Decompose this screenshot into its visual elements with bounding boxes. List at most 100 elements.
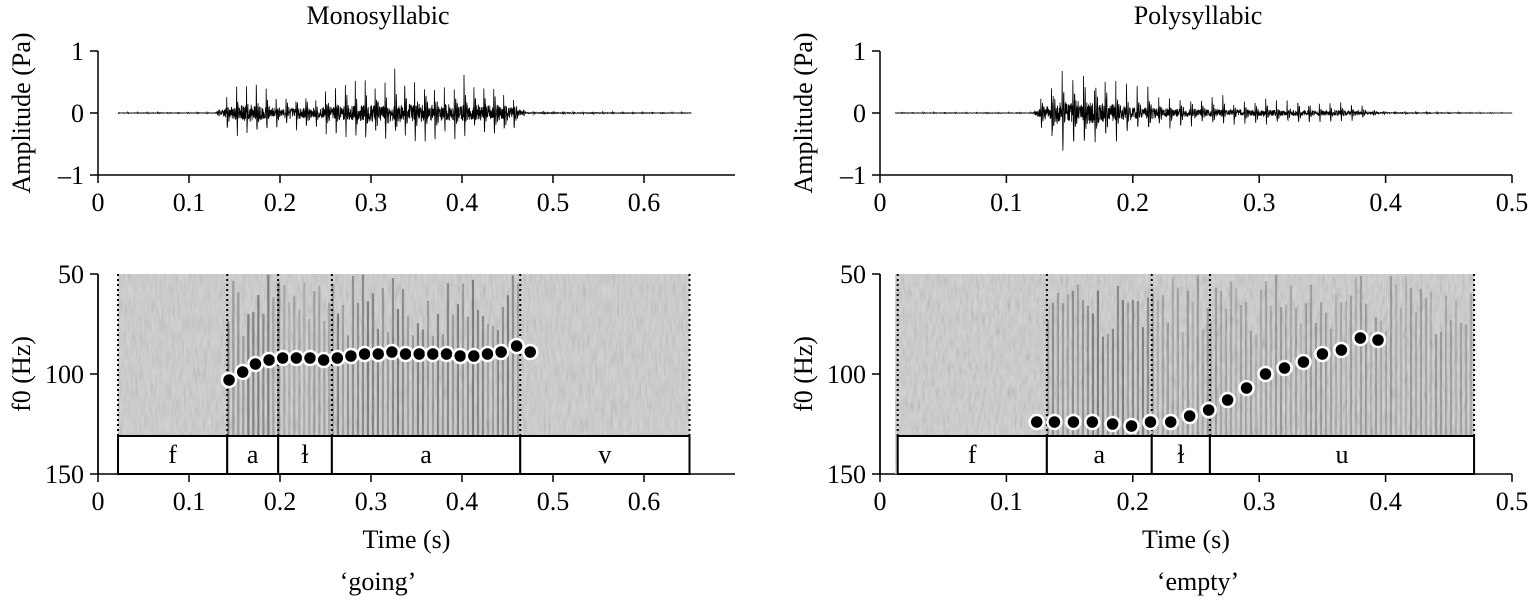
f0-point: [1276, 359, 1293, 377]
x-tick-label: 0.4: [1369, 487, 1402, 516]
x-tick-label: 0.2: [1117, 188, 1150, 217]
spectrogram-panel-monosyllabic: 0 0.1 0.2 0.3 0.4 0.5 0.6 50 100 150 f0 (Hz) Time (…: [7, 260, 735, 596]
f0-point: [1352, 329, 1369, 347]
voicing-striations: [1151, 275, 1209, 436]
x-tick-label: 0.5: [537, 188, 570, 217]
y-tick-label: 50: [840, 260, 866, 289]
x-tick-label: 0.5: [537, 487, 570, 516]
f0-point: [274, 349, 291, 367]
f0-point: [383, 343, 401, 361]
spectrogram-panel-polysyllabic: 0 0.1 0.2 0.3 0.4 0.5 50 100 150 f0 (Hz) Time (s) f…: [789, 260, 1528, 596]
x-axis-label: Time (s): [1142, 525, 1230, 554]
f0-point: [247, 355, 264, 373]
f0-series: [220, 337, 539, 389]
y-tick-label: 1: [71, 37, 84, 66]
segment-label: a: [247, 440, 259, 469]
segment-label: a: [1094, 440, 1106, 469]
caption-going: ‘going’: [340, 567, 417, 596]
y-tick-label: 150: [827, 460, 866, 489]
x-tick-label: 0.2: [264, 188, 297, 217]
y-tick-label: 0: [71, 99, 84, 128]
x-tick-label: 0: [874, 487, 887, 516]
f0-point: [522, 343, 539, 361]
f0-point: [1219, 391, 1236, 409]
f0-point: [342, 347, 360, 365]
voicing-striations: [1046, 284, 1150, 436]
x-tick-label: 0.6: [628, 487, 661, 516]
f0-point: [451, 347, 469, 365]
y-tick-label: –1: [839, 161, 866, 190]
y-tick-label: 0: [853, 99, 866, 128]
f0-point: [288, 349, 305, 367]
x-tick-label: 0.5: [1496, 188, 1529, 217]
x-tick-label: 0: [874, 188, 887, 217]
f0-point: [315, 351, 332, 369]
waveform-panel-polysyllabic: Polysyllabic 0 0.1 0.2 0.3 0.4 0.5 –1 0 1 Amplitu…: [789, 1, 1528, 217]
x-tick-label: 0: [92, 188, 105, 217]
y-tick-label: 1: [853, 37, 866, 66]
x-tick-label: 0.4: [1369, 188, 1402, 217]
segment-label: f: [168, 440, 177, 469]
f0-point: [1369, 331, 1387, 349]
segment-label: f: [968, 440, 977, 469]
x-tick-label: 0.1: [990, 188, 1023, 217]
f0-point: [220, 371, 238, 389]
f0-point: [1084, 413, 1101, 431]
x-tick-label: 0.4: [446, 487, 479, 516]
segment-label: ɫ: [1177, 440, 1184, 469]
x-tick-label: 0.5: [1496, 487, 1529, 516]
x-axis-label: Time (s): [363, 525, 451, 554]
waveform-trace: [895, 70, 1513, 151]
f0-point: [1162, 413, 1179, 431]
x-tick-label: 0.1: [173, 487, 206, 516]
segment-label: v: [598, 440, 611, 469]
y-axis-label: Amplitude (Pa): [789, 32, 818, 193]
f0-point: [397, 345, 414, 363]
x-tick-label: 0.2: [1117, 487, 1150, 516]
y-tick-label: –1: [57, 161, 84, 190]
segment-box: [519, 435, 691, 475]
f0-point: [1314, 345, 1331, 363]
segment-box: [1208, 435, 1476, 475]
waveform-plot-monosyllabic: 0 0.1 0.2 0.3 0.4 0.5 0.6 –1 0 1 Amplitude (Pa): [7, 32, 735, 217]
panel-title-polysyllabic: Polysyllabic: [1134, 1, 1263, 30]
segment-box: [896, 435, 1048, 475]
waveform-trace: [117, 68, 692, 142]
waveform-panel-monosyllabic: Monosyllabic 0 0.1 0.2 0.3 0.4 0.5 0.6 –1 0 1 Ampl…: [7, 1, 735, 217]
f0-point: [410, 345, 428, 363]
f0-point: [329, 349, 346, 367]
f0-point: [1295, 353, 1312, 371]
y-tick-label: 50: [58, 260, 84, 289]
f0-series: [1028, 329, 1387, 435]
segment-label: a: [420, 440, 432, 469]
spectrogram-plot-monosyllabic: 0 0.1 0.2 0.3 0.4 0.5 0.6 50 100 150 f0 (Hz) Time (…: [7, 260, 735, 554]
y-tick-label: 100: [45, 360, 84, 389]
f0-point: [438, 345, 455, 363]
f0-point: [1123, 417, 1140, 435]
segment-label: ɫ: [301, 440, 308, 469]
f0-point: [424, 345, 442, 363]
y-axis-label: f0 (Hz): [7, 336, 36, 412]
f0-point: [492, 343, 510, 361]
y-axis-label: Amplitude (Pa): [7, 32, 36, 193]
y-tick-label: 150: [45, 460, 84, 489]
x-tick-label: 0.2: [264, 487, 297, 516]
f0-point: [508, 337, 525, 355]
f0-point: [465, 347, 483, 365]
segment-label: u: [1335, 440, 1348, 469]
x-tick-label: 0.3: [1243, 188, 1276, 217]
x-tick-label: 0.6: [628, 188, 661, 217]
f0-point: [1028, 413, 1045, 431]
x-tick-label: 0: [92, 487, 105, 516]
f0-point: [1142, 413, 1159, 431]
segment-box: [117, 435, 229, 475]
x-tick-label: 0.4: [446, 188, 479, 217]
f0-point: [1238, 379, 1255, 397]
f0-point: [370, 345, 387, 363]
f0-point: [1065, 413, 1082, 431]
f0-point: [1200, 401, 1217, 419]
f0-point: [260, 351, 278, 369]
x-tick-label: 0.1: [173, 188, 206, 217]
f0-point: [234, 363, 251, 381]
